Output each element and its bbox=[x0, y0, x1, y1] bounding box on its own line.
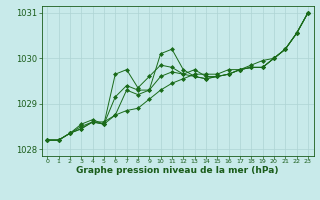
X-axis label: Graphe pression niveau de la mer (hPa): Graphe pression niveau de la mer (hPa) bbox=[76, 166, 279, 175]
